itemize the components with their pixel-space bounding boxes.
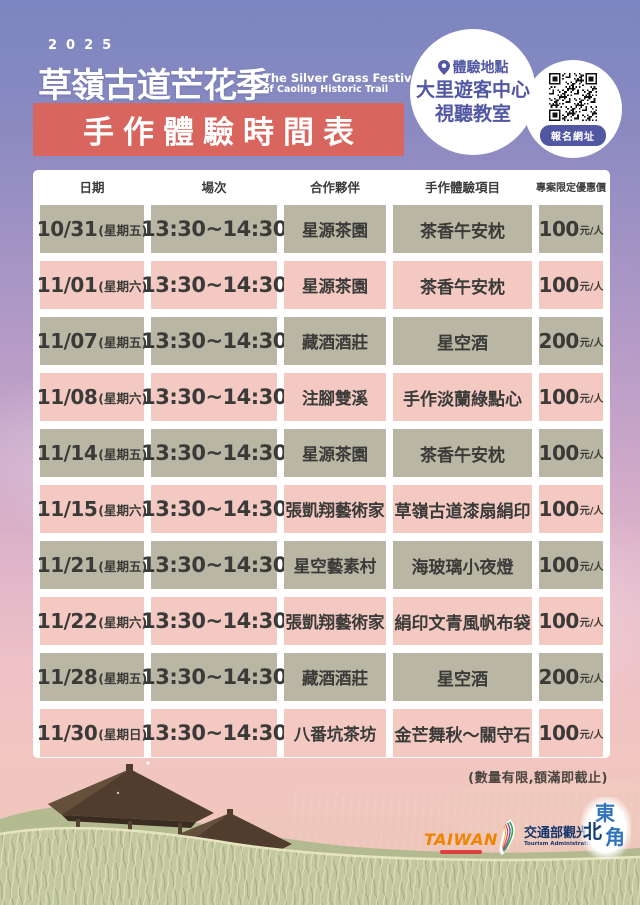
location-label: 體驗地點 <box>452 60 509 77</box>
nec-logo-char3: 角 <box>605 825 625 849</box>
header-price: 專案限定優惠價 <box>536 182 606 194</box>
schedule-table-panel: 日期 場次 合作夥伴 手作體驗項目 專案限定優惠價 10/31 (星期五) 13:3… <box>33 170 610 758</box>
experience-item-cell: 星空酒 <box>393 653 532 701</box>
venue-room: 視聽教室 <box>434 103 511 125</box>
motc-logo-en: Tourism Administration, MOTC <box>524 841 619 848</box>
subtitle-line1: The Silver Grass Festival <box>263 71 424 85</box>
partner-cell: 星源茶園 <box>284 205 386 253</box>
experience-item-cell: 手作淡蘭綠點心 <box>393 373 532 421</box>
date-cell: 11/01 (星期六) <box>37 261 147 309</box>
location-pin-icon <box>437 59 450 75</box>
northeast-coast-logo: 東 北 角 <box>581 797 631 859</box>
date-cell: 11/22 (星期六) <box>37 597 147 645</box>
price-cell: 200 元/人 <box>539 653 603 701</box>
header-item: 手作體驗項目 <box>424 179 500 195</box>
price-cell: 200 元/人 <box>539 317 603 365</box>
experience-item-cell: 草嶺古道漆扇絹印 <box>393 485 532 533</box>
taiwan-island-icon <box>499 819 515 855</box>
price-cell: 100 元/人 <box>539 597 603 645</box>
price-cell: 100 元/人 <box>539 373 603 421</box>
partner-cell: 星空藝素村 <box>284 541 386 589</box>
price-cell: 100 元/人 <box>539 709 603 757</box>
price-cell: 100 元/人 <box>539 205 603 253</box>
date-cell: 11/07 (星期五) <box>37 317 147 365</box>
header-partner: 合作夥伴 <box>309 179 360 195</box>
experience-item-cell: 金芒舞秋～關守石 <box>393 709 532 757</box>
session-cell: 13:30~14:30 <box>141 709 287 757</box>
session-cell: 13:30~14:30 <box>141 373 287 421</box>
taiwan-logo-tagline <box>439 850 482 854</box>
schedule-banner-title: 手作體驗時間表 <box>33 103 404 156</box>
date-cell: 11/21 (星期五) <box>37 541 147 589</box>
signup-url-button[interactable]: 報名網址 <box>540 124 606 146</box>
experience-item-cell: 海玻璃小夜燈 <box>393 541 532 589</box>
partner-cell: 注腳雙溪 <box>284 373 386 421</box>
partner-cell: 張凱翔藝術家 <box>284 485 386 533</box>
price-cell: 100 元/人 <box>539 485 603 533</box>
session-cell: 13:30~14:30 <box>141 261 287 309</box>
header-date: 日期 <box>79 179 105 195</box>
year-label: 2025 <box>48 38 121 53</box>
location-bubble: 體驗地點 大里遊客中心 視聽教室 <box>410 29 536 155</box>
experience-item-cell: 星空酒 <box>393 317 532 365</box>
header-session: 場次 <box>201 179 227 195</box>
qr-code[interactable] <box>549 72 597 121</box>
price-cell: 100 元/人 <box>539 541 603 589</box>
session-cell: 13:30~14:30 <box>141 205 287 253</box>
qr-bubble: 報名網址 <box>524 60 622 158</box>
date-cell: 11/15 (星期六) <box>37 485 147 533</box>
partner-cell: 藏酒酒莊 <box>284 653 386 701</box>
poster-subtitle-en: The Silver Grass Festival of Caoling His… <box>263 71 424 96</box>
session-cell: 13:30~14:30 <box>141 653 287 701</box>
session-cell: 13:30~14:30 <box>141 429 287 477</box>
experience-item-cell: 茶香午安枕 <box>393 429 532 477</box>
partner-cell: 八番坑茶坊 <box>284 709 386 757</box>
subtitle-line2: of Caoling Historic Trail <box>263 84 389 96</box>
date-cell: 10/31 (星期五) <box>37 205 147 253</box>
date-cell: 11/30 (星期日) <box>37 709 147 757</box>
price-cell: 100 元/人 <box>539 429 603 477</box>
experience-item-cell: 茶香午安枕 <box>393 261 532 309</box>
partner-cell: 張凱翔藝術家 <box>284 597 386 645</box>
session-cell: 13:30~14:30 <box>141 485 287 533</box>
nec-logo-char2: 北 <box>583 821 603 843</box>
date-cell: 11/14 (星期五) <box>37 429 147 477</box>
session-cell: 13:30~14:30 <box>141 597 287 645</box>
experience-item-cell: 茶香午安枕 <box>393 205 532 253</box>
partner-cell: 星源茶園 <box>284 261 386 309</box>
partner-cell: 星源茶園 <box>284 429 386 477</box>
schedule-table: 日期 場次 合作夥伴 手作體驗項目 專案限定優惠價 10/31 (星期五) 13:3… <box>37 175 606 757</box>
session-cell: 13:30~14:30 <box>141 317 287 365</box>
experience-item-cell: 絹印文青風帆布袋 <box>393 597 532 645</box>
taiwan-logo-text: TAIWAN <box>424 830 498 849</box>
nec-logo-char1: 東 <box>595 801 615 825</box>
venue-name: 大里遊客中心 <box>415 79 530 102</box>
price-cell: 100 元/人 <box>539 261 603 309</box>
poster-title: 草嶺古道芒花季 <box>38 66 270 106</box>
date-cell: 11/08 (星期六) <box>37 373 147 421</box>
session-cell: 13:30~14:30 <box>141 541 287 589</box>
date-cell: 11/28 (星期五) <box>37 653 147 701</box>
partner-cell: 藏酒酒莊 <box>284 317 386 365</box>
limited-quantity-note: (數量有限,額滿即截止) <box>468 771 608 786</box>
taiwan-tourism-logo: TAIWAN <box>424 832 498 854</box>
